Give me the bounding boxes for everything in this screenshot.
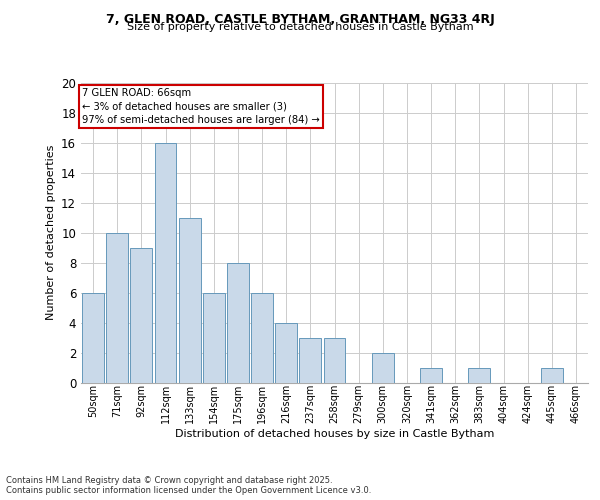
Bar — [179, 218, 200, 382]
Text: 7, GLEN ROAD, CASTLE BYTHAM, GRANTHAM, NG33 4RJ: 7, GLEN ROAD, CASTLE BYTHAM, GRANTHAM, N… — [106, 12, 494, 26]
Bar — [227, 262, 249, 382]
Y-axis label: Number of detached properties: Number of detached properties — [46, 145, 56, 320]
Bar — [420, 368, 442, 382]
Text: Size of property relative to detached houses in Castle Bytham: Size of property relative to detached ho… — [127, 22, 473, 32]
Bar — [469, 368, 490, 382]
Bar — [106, 232, 128, 382]
Bar — [82, 292, 104, 382]
Bar — [203, 292, 224, 382]
Bar — [275, 322, 297, 382]
Bar — [323, 338, 346, 382]
Text: 7 GLEN ROAD: 66sqm
← 3% of detached houses are smaller (3)
97% of semi-detached : 7 GLEN ROAD: 66sqm ← 3% of detached hous… — [82, 88, 320, 125]
Bar — [372, 352, 394, 382]
Bar — [299, 338, 321, 382]
Bar — [251, 292, 273, 382]
Text: Contains HM Land Registry data © Crown copyright and database right 2025.
Contai: Contains HM Land Registry data © Crown c… — [6, 476, 371, 495]
Bar — [130, 248, 152, 382]
Bar — [541, 368, 563, 382]
X-axis label: Distribution of detached houses by size in Castle Bytham: Distribution of detached houses by size … — [175, 429, 494, 439]
Bar — [155, 142, 176, 382]
